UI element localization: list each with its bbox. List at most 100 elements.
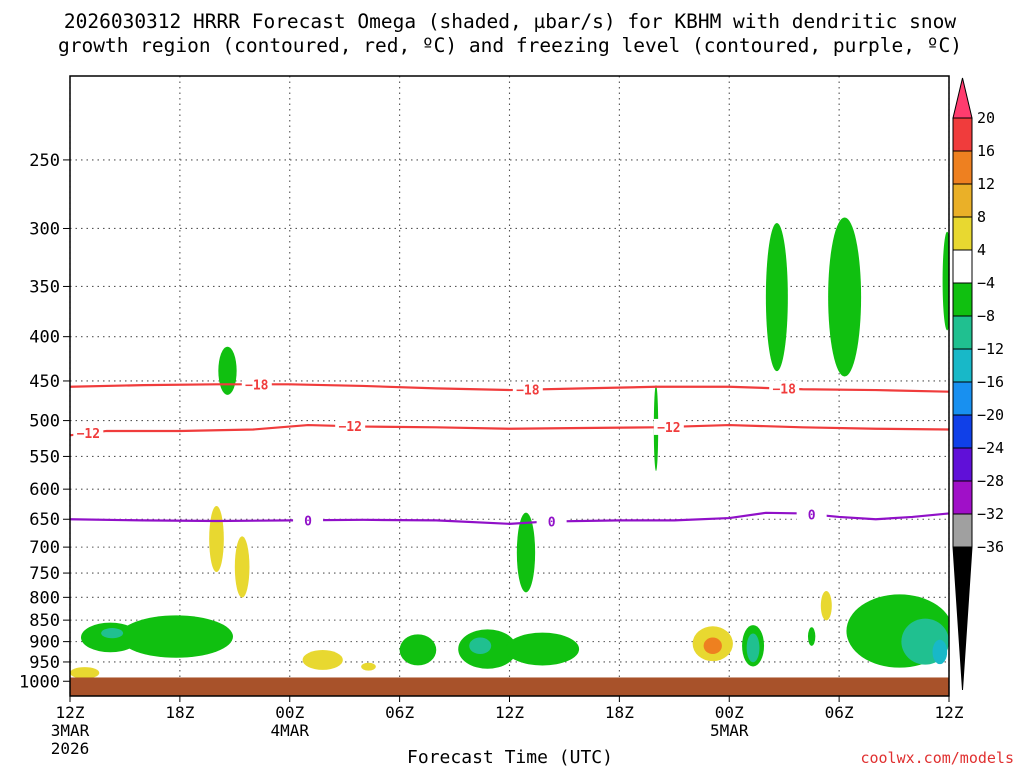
- omega-region: [361, 662, 376, 671]
- contour-label-bg: [653, 418, 684, 435]
- y-tick-label: 600: [29, 480, 60, 500]
- omega-region: [828, 217, 862, 377]
- colorbar-swatch: [952, 282, 973, 317]
- contour-dgz-minus12: [70, 423, 949, 437]
- x-tick-date: 5MAR: [710, 721, 749, 740]
- x-tick-label: 18Z: [605, 703, 634, 722]
- omega-region: [942, 231, 949, 331]
- y-tick-label: 650: [29, 510, 60, 530]
- contour-label: −12: [338, 420, 361, 435]
- x-tick-label: 06Z: [385, 703, 414, 722]
- omega-region: [218, 346, 237, 395]
- x-tick-date: 3MAR: [51, 721, 90, 740]
- x-tick-label: 00Z: [715, 703, 744, 722]
- y-tick-label: 800: [29, 588, 60, 608]
- omega-region: [119, 615, 233, 658]
- chart-title-line-2: growth region (contoured, red, ºC) and f…: [58, 34, 962, 57]
- omega-region: [302, 650, 343, 670]
- contour-freezing-level: [70, 511, 949, 525]
- contour-label: −18: [516, 384, 540, 399]
- x-tick-label: 00Z: [275, 703, 304, 722]
- omega-region: [70, 667, 100, 679]
- x-tick-label: 12Z: [56, 703, 85, 722]
- y-axis: 2503003504004505005506006507007508008509…: [19, 151, 70, 692]
- colorbar-label: 20: [977, 109, 995, 127]
- y-tick-label: 500: [29, 412, 60, 432]
- colorbar-label: −20: [977, 406, 1004, 424]
- y-tick-label: 350: [29, 277, 60, 297]
- omega-region: [209, 505, 224, 572]
- grid-lines: [69, 76, 950, 696]
- y-tick-label: 750: [29, 564, 60, 584]
- colorbar-swatch: [952, 150, 973, 185]
- y-tick-label: 700: [29, 538, 60, 558]
- contour-label-bg: [536, 513, 567, 530]
- colorbar-swatch: [952, 117, 973, 152]
- colorbar-swatch: [952, 381, 973, 416]
- colorbar-swatch: [952, 513, 973, 548]
- contour-label-bg: [512, 381, 543, 398]
- colorbar-label: −4: [977, 274, 995, 292]
- omega-region: [932, 639, 948, 665]
- colorbar-swatch: [952, 183, 973, 218]
- omega-region: [516, 512, 536, 593]
- temperature-contours: −18 −18 −18 −12 −12 −12 0 0 0: [70, 376, 949, 530]
- x-tick-year: 2026: [51, 739, 90, 758]
- colorbar-label: −32: [977, 505, 1004, 523]
- colorbar-label: −24: [977, 439, 1004, 457]
- colorbar-legend: 20 16 12 8 4 −4 −8 −12 −16 −20 −24 −28 −32 −36: [952, 77, 1004, 691]
- x-tick-label: 06Z: [825, 703, 854, 722]
- y-tick-label: 250: [29, 151, 60, 171]
- contour-label-bg: [796, 506, 827, 523]
- y-tick-label: 1000: [19, 672, 60, 692]
- colorbar-top-arrow: [952, 77, 973, 119]
- contour-label: −12: [77, 427, 100, 442]
- colorbar-label: 4: [977, 241, 986, 259]
- colorbar-label: 8: [977, 208, 986, 226]
- colorbar-swatch: [952, 447, 973, 482]
- x-tick-date: 4MAR: [270, 721, 309, 740]
- contour-label-bg: [241, 376, 272, 393]
- y-tick-label: 300: [29, 219, 60, 239]
- y-tick-label: 400: [29, 328, 60, 348]
- contour-label: −18: [772, 383, 796, 398]
- contour-label-bg: [293, 512, 324, 529]
- colorbar-label: −8: [977, 307, 995, 325]
- y-tick-label: 900: [29, 633, 60, 653]
- omega-region: [469, 637, 492, 655]
- ground-surface: [70, 677, 949, 696]
- y-tick-label: 450: [29, 372, 60, 392]
- contour-label: 0: [808, 508, 816, 523]
- x-tick-label: 12Z: [495, 703, 524, 722]
- omega-region: [807, 627, 816, 646]
- contour-label: −18: [245, 378, 269, 393]
- contour-label: 0: [548, 515, 556, 530]
- colorbar-label: −28: [977, 472, 1004, 490]
- y-tick-label: 950: [29, 653, 60, 673]
- contour-label: −12: [657, 421, 680, 436]
- contour-dgz-minus18: [70, 383, 949, 393]
- contour-label-bg: [769, 380, 800, 397]
- colorbar-label: −16: [977, 373, 1004, 391]
- contour-label-bg: [73, 425, 104, 442]
- plot-frame: [69, 75, 950, 697]
- colorbar-swatch: [952, 414, 973, 449]
- credit-link[interactable]: coolwx.com/models: [860, 749, 1014, 767]
- chart-title-line-1: 2026030312 HRRR Forecast Omega (shaded, …: [64, 10, 956, 33]
- omega-region: [399, 634, 437, 666]
- colorbar-label: −36: [977, 538, 1004, 556]
- colorbar-swatch: [952, 216, 973, 251]
- x-axis-label: Forecast Time (UTC): [407, 747, 613, 768]
- colorbar-swatch: [952, 315, 973, 350]
- omega-region: [820, 590, 832, 621]
- omega-region: [505, 632, 580, 666]
- omega-region: [746, 633, 760, 663]
- colorbar-label: −12: [977, 340, 1004, 358]
- omega-region: [703, 637, 722, 655]
- omega-region: [765, 222, 788, 372]
- contour-label: 0: [304, 514, 312, 529]
- x-tick-label: 18Z: [165, 703, 194, 722]
- colorbar-bottom-arrow: [952, 546, 973, 691]
